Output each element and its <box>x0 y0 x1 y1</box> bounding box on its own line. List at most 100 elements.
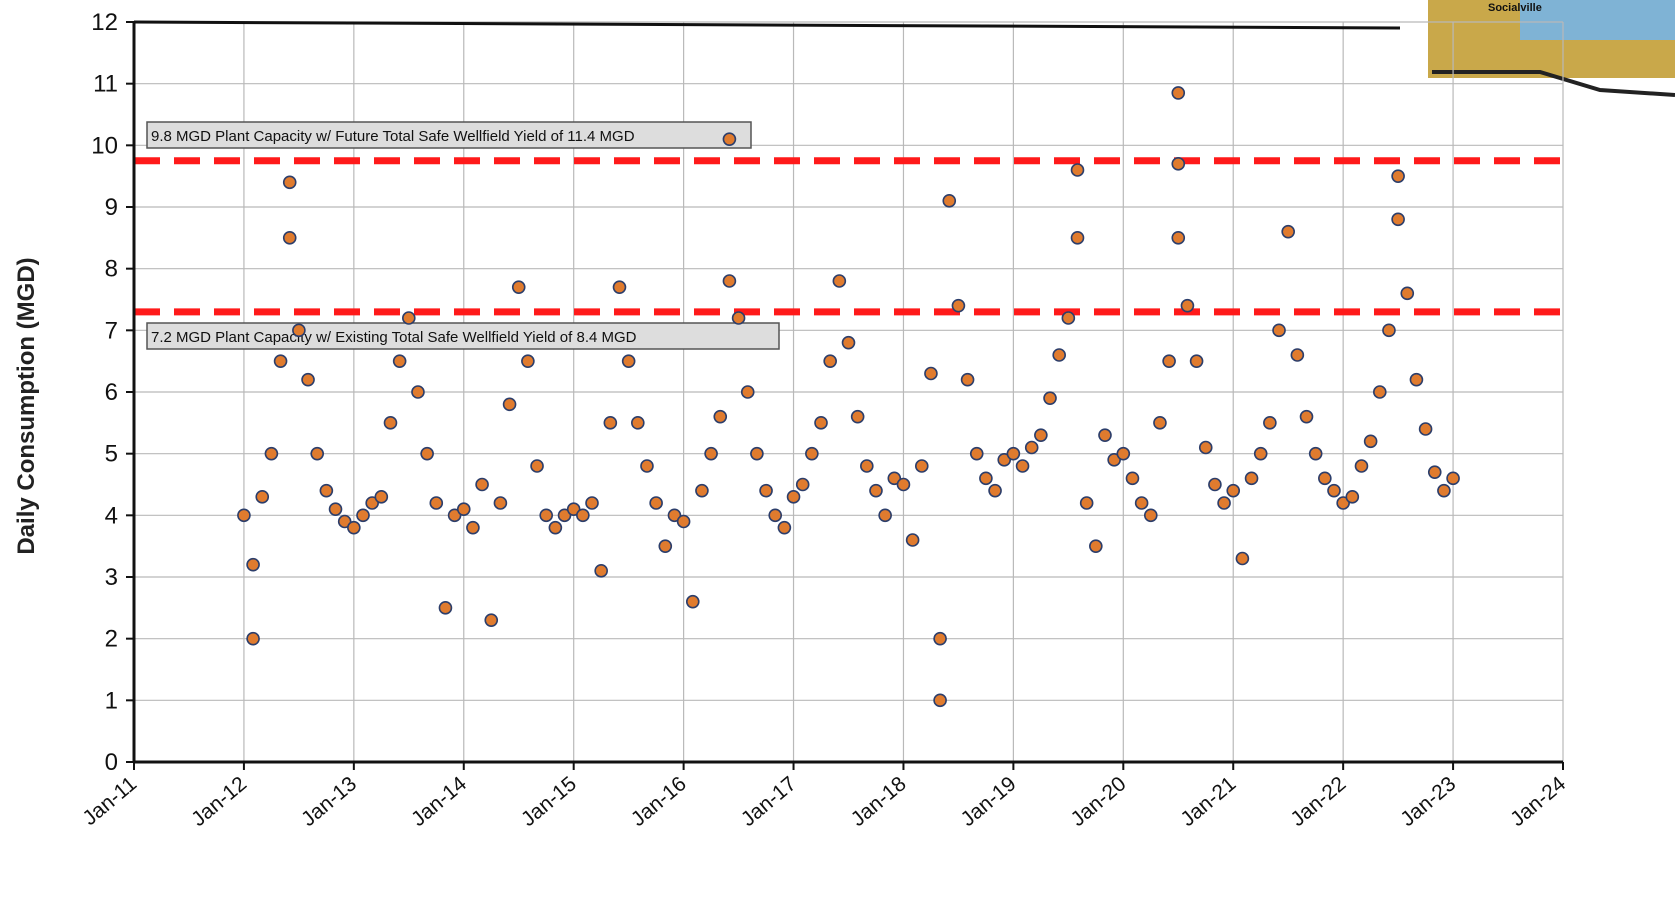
inset-map-border <box>1432 70 1675 97</box>
data-point <box>814 416 828 430</box>
x-tick-label: Jan-23 <box>1396 772 1460 831</box>
data-point <box>905 533 920 547</box>
data-point <box>246 557 260 572</box>
data-point <box>1272 323 1286 338</box>
inset-map: Socialville <box>1428 0 1675 97</box>
data-point <box>1345 490 1360 504</box>
data-point <box>786 490 801 504</box>
data-point <box>896 477 911 492</box>
data-point <box>933 693 947 708</box>
data-point <box>1034 428 1048 442</box>
data-point <box>1189 354 1204 368</box>
data-point <box>1382 323 1396 338</box>
data-point <box>1391 169 1405 183</box>
data-point <box>1336 496 1350 510</box>
data-point <box>246 631 260 646</box>
data-point <box>1107 453 1121 467</box>
data-point <box>777 520 792 535</box>
data-point <box>576 508 590 523</box>
data-point <box>878 508 892 523</box>
data-point <box>1299 409 1314 424</box>
data-point <box>960 372 975 387</box>
data-point <box>475 477 489 492</box>
data-point <box>411 385 425 399</box>
y-tick-label: 11 <box>93 71 118 98</box>
y-tick-label: 7 <box>105 317 118 344</box>
data-point <box>731 311 746 325</box>
data-point <box>805 446 819 461</box>
data-point <box>301 372 315 387</box>
data-point <box>979 471 993 486</box>
x-tick-label: Jan-18 <box>847 772 911 831</box>
data-point <box>1391 212 1405 227</box>
data-point <box>557 508 572 523</box>
data-point <box>942 194 957 208</box>
data-point <box>365 496 379 510</box>
data-point <box>1418 422 1433 436</box>
data-point <box>484 613 499 627</box>
data-point <box>969 446 984 461</box>
data-point <box>612 280 627 294</box>
data-point <box>1208 477 1222 492</box>
data-point <box>438 601 453 615</box>
x-tick-label: Jan-14 <box>407 772 471 831</box>
data-point <box>1180 298 1195 313</box>
data-point <box>1400 286 1415 301</box>
data-point <box>356 508 370 523</box>
data-point <box>292 323 306 338</box>
data-point <box>740 385 755 399</box>
data-point <box>759 483 773 498</box>
data-point <box>1125 471 1140 486</box>
data-point <box>402 311 416 325</box>
reference-line-label: 7.2 MGD Plant Capacity w/ Existing Total… <box>151 329 637 346</box>
data-point <box>566 502 581 516</box>
data-point <box>310 446 325 461</box>
data-point <box>328 502 343 516</box>
data-point <box>860 459 874 473</box>
reference-line-label: 9.8 MGD Plant Capacity w/ Future Total S… <box>151 128 635 145</box>
data-point <box>1363 434 1378 449</box>
data-point <box>1327 483 1341 498</box>
x-tick-label: Jan-16 <box>627 772 691 831</box>
data-point <box>1198 440 1213 455</box>
data-point <box>658 539 673 553</box>
y-tick-label: 3 <box>105 564 118 591</box>
data-point <box>273 354 288 368</box>
data-point <box>1171 86 1186 100</box>
reference-line-label-box <box>146 121 752 149</box>
y-tick-label: 12 <box>91 9 118 36</box>
inset-map-label: Socialville <box>1488 2 1542 14</box>
data-point <box>539 508 554 523</box>
y-tick-label: 9 <box>105 194 118 221</box>
data-point <box>1171 231 1186 245</box>
data-point <box>264 446 279 461</box>
data-point <box>1070 163 1085 177</box>
data-points <box>237 86 1460 708</box>
data-point <box>887 471 902 486</box>
x-tick-label: Jan-15 <box>517 772 581 831</box>
data-point <box>621 354 636 368</box>
data-point <box>420 446 434 461</box>
data-point <box>869 483 883 498</box>
x-tick-label: Jan-13 <box>297 772 361 831</box>
data-point <box>649 496 663 510</box>
data-point <box>695 483 709 498</box>
reference-line-label-box <box>146 322 780 350</box>
y-tick-label: 6 <box>105 379 118 406</box>
data-point <box>1253 446 1268 461</box>
data-point <box>237 508 251 523</box>
data-point <box>1290 348 1305 362</box>
data-point <box>1427 465 1442 479</box>
data-point <box>337 514 352 529</box>
x-tick-labels: Jan-11 Jan-12 Jan-13 Jan-14 Jan-15 Jan-16 Jan-… <box>78 772 1570 831</box>
data-point <box>1070 231 1085 245</box>
y-tick-label: 10 <box>91 132 118 159</box>
data-point <box>374 490 389 504</box>
data-point <box>548 520 563 535</box>
data-point <box>924 366 938 381</box>
data-point <box>667 508 682 523</box>
data-point <box>823 354 837 368</box>
x-tick-label: Jan-22 <box>1286 772 1350 831</box>
